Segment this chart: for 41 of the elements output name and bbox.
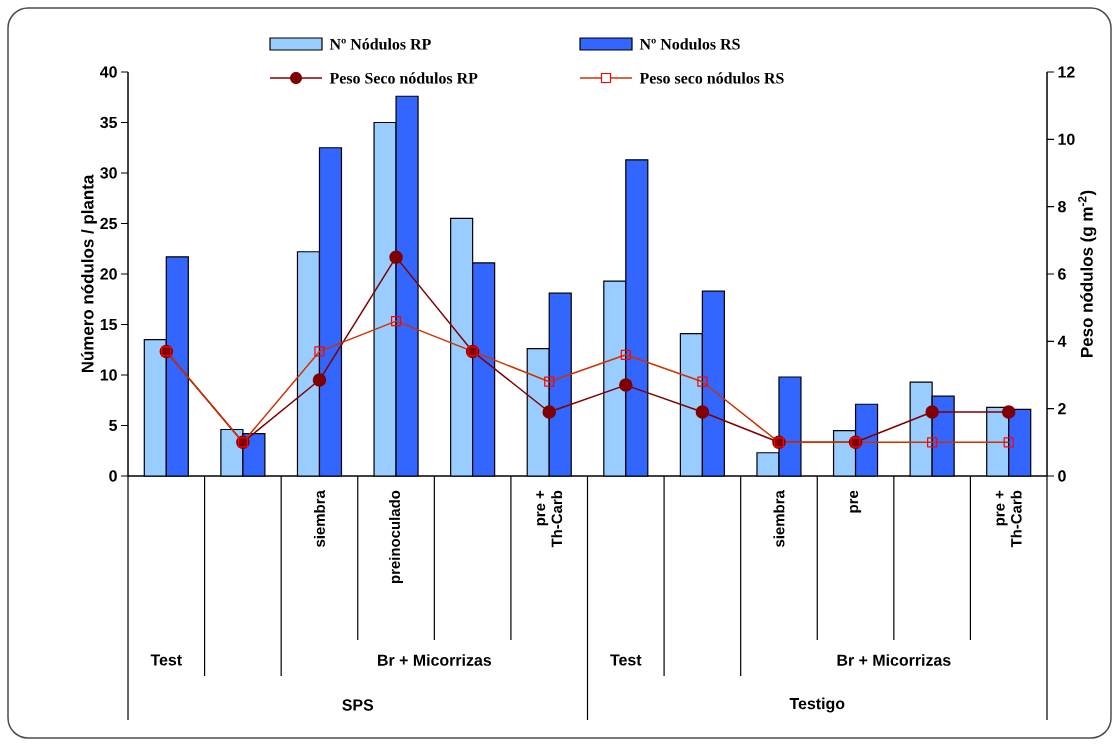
x-tick-label: siembra bbox=[773, 490, 785, 547]
y2-tick-label: 2 bbox=[1058, 403, 1066, 415]
y-tick-label: 20 bbox=[100, 268, 117, 280]
text: Test bbox=[610, 654, 642, 666]
point bbox=[695, 405, 710, 419]
legend-label: Peso seco nódulos RS bbox=[639, 72, 784, 84]
y-axis-title: Número nódulos / planta bbox=[80, 174, 97, 373]
x-tick-label: pre + Th-Carb bbox=[995, 490, 1022, 548]
y-tick-label: 40 bbox=[100, 66, 117, 78]
y2-tick-label: 4 bbox=[1057, 335, 1067, 347]
text: Br + Micorrizas bbox=[837, 654, 951, 666]
point bbox=[389, 250, 403, 264]
x-tick-label: siembra bbox=[313, 490, 325, 547]
y-tick-label: 35 bbox=[100, 116, 118, 129]
x-tick-label: pre + Th-Carb bbox=[536, 490, 563, 548]
point bbox=[312, 373, 327, 387]
y2-axis-title: Peso nódulos (g m$^{-2}$) bbox=[1078, 190, 1097, 357]
point bbox=[542, 405, 556, 419]
y2-tick-label: 0 bbox=[1058, 470, 1066, 482]
text: Br + Micorrizas bbox=[378, 654, 492, 666]
y-tick-label: 0 bbox=[109, 470, 117, 482]
y-tick-label: 30 bbox=[100, 167, 117, 179]
text: SPS bbox=[342, 699, 374, 711]
y2-tick-label: 12 bbox=[1058, 66, 1075, 78]
y2-tick-label: 8 bbox=[1058, 201, 1066, 213]
point bbox=[925, 405, 939, 419]
y2-tick-label: 6 bbox=[1058, 268, 1066, 280]
y2-tick-label: 10 bbox=[1058, 133, 1075, 145]
y-tick-label: 10 bbox=[100, 369, 117, 381]
y-tick-label: 25 bbox=[100, 217, 118, 230]
y-tick-label: 5 bbox=[109, 419, 118, 432]
x-tick-label: pre bbox=[849, 490, 862, 513]
point bbox=[1001, 405, 1016, 419]
legend-label: Nº Nodulos RS bbox=[639, 38, 740, 50]
y-tick-label: 15 bbox=[100, 318, 118, 331]
text: Testigo bbox=[789, 697, 845, 713]
text: Test bbox=[150, 654, 182, 666]
point bbox=[619, 378, 633, 392]
legend-label: Peso Seco nódulos RP bbox=[329, 72, 478, 84]
x-tick-label: preinoculado bbox=[389, 490, 404, 584]
legend-label: Nº Nódulos RP bbox=[329, 38, 431, 50]
